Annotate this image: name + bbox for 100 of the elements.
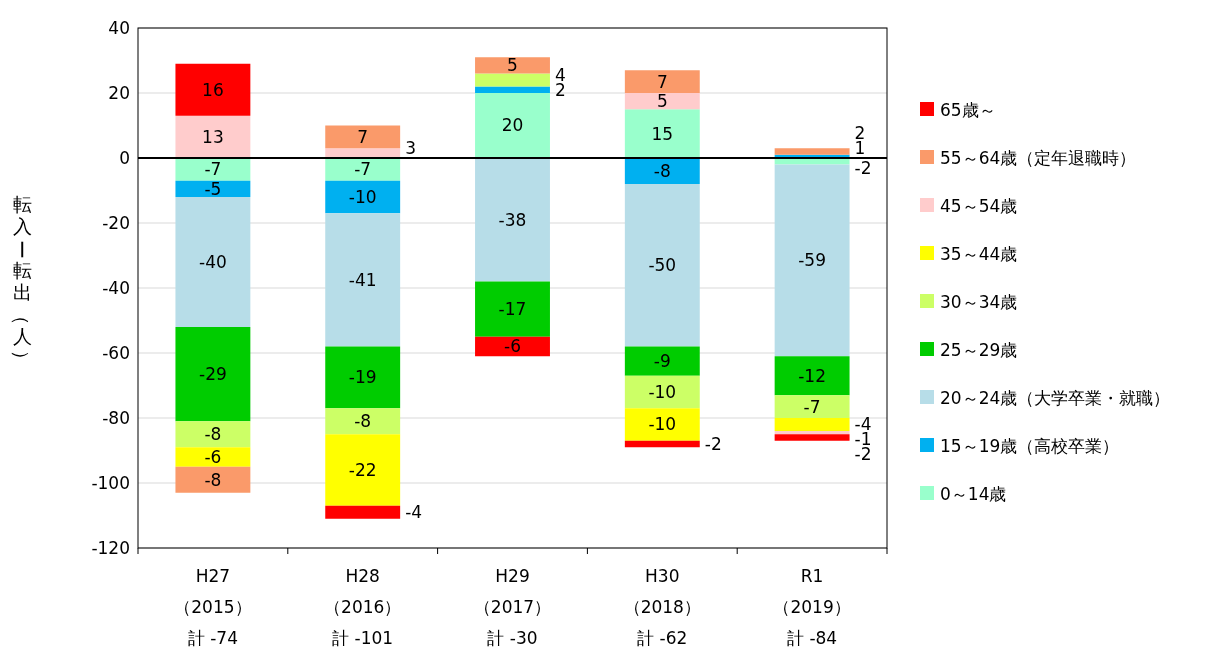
data-label: -38	[498, 209, 527, 230]
bar	[175, 421, 251, 448]
bar	[325, 180, 401, 214]
y-axis-title: 転入ー転出（人）	[10, 193, 33, 369]
bar	[325, 505, 401, 519]
data-label: -9	[653, 351, 671, 372]
bar	[774, 395, 850, 418]
bar	[325, 125, 401, 149]
data-label: -5	[204, 178, 222, 199]
bar	[475, 86, 550, 93]
bar	[325, 346, 401, 409]
data-label: 15	[651, 123, 674, 144]
bar	[624, 408, 700, 441]
legend-label: 0～14歳	[940, 483, 1007, 504]
data-label: -12	[798, 365, 826, 386]
y-tick-label: -20	[102, 212, 130, 233]
y-tick-label: 40	[108, 17, 130, 38]
x-tick-label: H30（2018）計 -62	[623, 566, 701, 648]
data-label: -40	[199, 251, 227, 272]
data-label: -10	[648, 414, 677, 435]
data-label: 16	[202, 79, 224, 100]
bar	[624, 375, 700, 409]
bar	[624, 70, 700, 93]
bar	[475, 158, 550, 282]
data-label: 3	[405, 137, 416, 158]
data-label: 20	[501, 115, 524, 136]
bar	[325, 408, 401, 435]
data-label: -2	[704, 433, 722, 454]
bar	[175, 197, 251, 327]
bar	[774, 164, 850, 357]
data-label: -19	[348, 367, 377, 388]
bar	[624, 184, 700, 347]
data-label: -7	[803, 396, 821, 417]
data-label: -10	[348, 186, 377, 207]
data-label: -8	[354, 411, 372, 432]
x-tick-label: H28（2016）計 -101	[324, 566, 402, 648]
bar	[475, 73, 550, 87]
data-label: -8	[204, 424, 222, 445]
data-label: -8	[204, 469, 222, 490]
x-tick-label: R1（2019）計 -84	[773, 566, 851, 648]
y-tick-label: -40	[102, 277, 130, 298]
data-label: -6	[204, 446, 222, 467]
legend-label: 45～54歳	[940, 195, 1018, 216]
bar	[325, 213, 401, 347]
legend-label: 55～64歳（定年退職時）	[940, 147, 1137, 168]
data-label: -29	[199, 364, 227, 385]
bar	[475, 336, 550, 357]
x-tick-label: H29（2017）計 -30	[473, 566, 552, 648]
data-label: -7	[204, 159, 222, 180]
data-label: -4	[405, 502, 423, 523]
bar	[774, 434, 850, 441]
data-label: -17	[498, 299, 527, 320]
bar	[175, 63, 251, 116]
y-tick-label: -60	[102, 342, 130, 363]
bar	[624, 440, 700, 448]
y-tick-label: -120	[91, 537, 130, 558]
data-label: -59	[798, 250, 826, 271]
bar	[475, 57, 550, 74]
data-label: -8	[653, 160, 671, 181]
bar	[325, 158, 401, 181]
data-label: 13	[202, 126, 224, 147]
bar	[175, 158, 251, 181]
bar	[175, 327, 251, 422]
data-label: -22	[348, 459, 377, 480]
data-label: 7	[656, 71, 668, 92]
legend-label: 25～29歳	[940, 339, 1018, 360]
bar	[774, 356, 850, 396]
bar	[624, 158, 700, 184]
data-label: -50	[648, 255, 677, 276]
bar	[175, 466, 251, 493]
legend-label: 35～44歳	[940, 243, 1018, 264]
y-tick-label: -100	[91, 472, 130, 493]
bar	[774, 148, 850, 155]
bar	[175, 447, 251, 467]
bar	[774, 418, 850, 431]
bar	[624, 93, 700, 110]
y-tick-label: 20	[108, 82, 130, 103]
bar	[624, 109, 700, 158]
data-label: -41	[348, 269, 377, 290]
data-label: -7	[354, 159, 372, 180]
data-label: -6	[504, 336, 521, 357]
x-tick-label: H27（2015）計 -74	[174, 566, 252, 648]
legend-label: 20～24歳（大学卒業・就職）	[940, 387, 1171, 408]
data-label: -2	[854, 157, 872, 178]
bar	[175, 180, 251, 197]
bar	[475, 93, 550, 158]
data-label: -10	[648, 381, 677, 402]
data-label: 5	[656, 91, 668, 112]
bar	[325, 148, 401, 158]
bar	[624, 346, 700, 376]
legend-label: 65歳～	[940, 99, 996, 120]
bar	[325, 434, 401, 506]
data-label: 7	[357, 126, 369, 147]
y-tick-label: 0	[119, 147, 130, 168]
legend-label: 30～34歳	[940, 291, 1018, 312]
bar	[774, 431, 850, 435]
data-label: 5	[507, 55, 518, 76]
bar	[175, 115, 251, 158]
y-tick-label: -80	[102, 407, 130, 428]
legend-label: 15～19歳（高校卒業）	[940, 435, 1120, 456]
